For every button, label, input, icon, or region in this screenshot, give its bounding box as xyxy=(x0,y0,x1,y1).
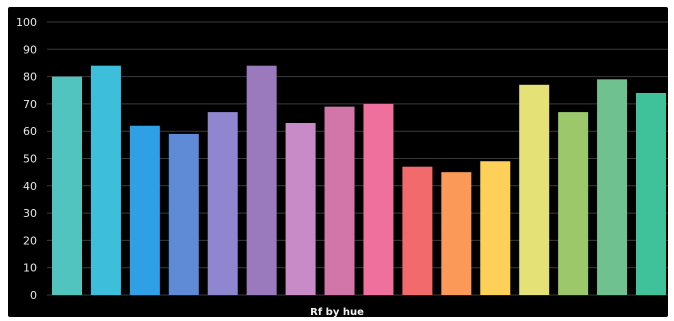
y-axis-ticks: 0 10 20 30 40 50 60 70 80 90 100 xyxy=(16,16,37,302)
y-tick-label: 70 xyxy=(23,98,37,111)
bar-15 xyxy=(597,79,628,295)
bar-2 xyxy=(90,65,121,296)
y-tick-label: 90 xyxy=(23,43,37,56)
y-tick-label: 40 xyxy=(23,180,37,193)
y-tick-label: 30 xyxy=(23,207,37,220)
x-axis-title: Rf by hue xyxy=(310,307,364,318)
bar-13 xyxy=(519,84,550,295)
y-tick-label: 50 xyxy=(23,153,37,166)
y-tick-label: 10 xyxy=(23,262,37,275)
bar-14 xyxy=(558,112,589,295)
bar-8 xyxy=(324,106,355,295)
bar-9 xyxy=(363,103,394,296)
bar-7 xyxy=(285,123,316,295)
bar-16 xyxy=(636,92,666,295)
bar-4 xyxy=(168,133,199,295)
bar-6 xyxy=(246,65,277,296)
y-tick-label: 20 xyxy=(23,234,37,247)
bar-10 xyxy=(402,166,433,295)
bar-3 xyxy=(129,125,160,296)
y-tick-label: 80 xyxy=(23,71,37,84)
bar-12 xyxy=(480,161,511,295)
bar-11 xyxy=(441,172,472,295)
y-tick-label: 100 xyxy=(16,16,37,29)
y-tick-label: 0 xyxy=(30,289,37,302)
y-tick-label: 60 xyxy=(23,125,37,138)
bar-5 xyxy=(207,112,238,295)
bars xyxy=(52,65,666,296)
bar-1 xyxy=(52,76,82,295)
